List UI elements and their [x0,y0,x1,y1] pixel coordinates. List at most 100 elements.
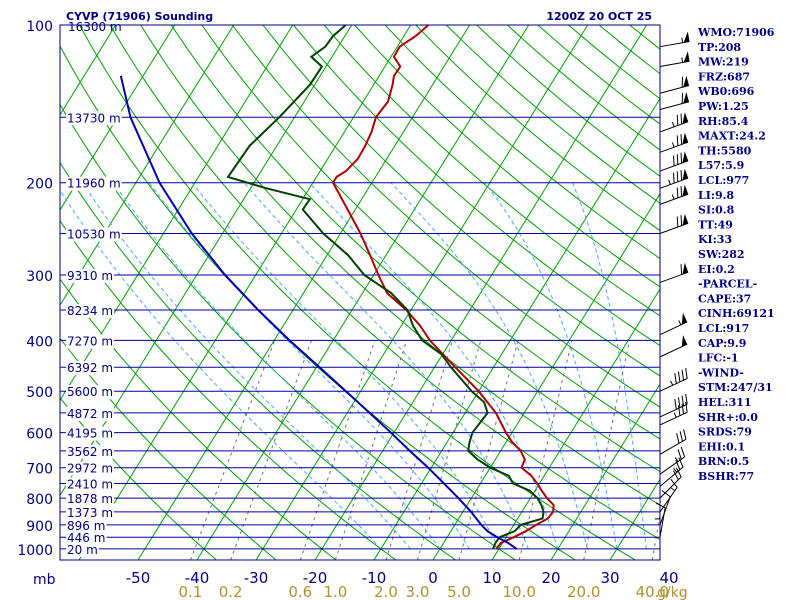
wind-barb [659,51,690,67]
mixing-ratio-line [458,340,519,560]
chart-title-left: CYVP (71906) Sounding [66,10,213,23]
stat-line: WB0:696 [697,85,755,98]
stat-line: MW:219 [698,56,749,69]
moist-adiabat-line [309,182,559,550]
wind-barb [659,112,689,133]
height-label: 5600 m [67,385,113,399]
isotherm-line [196,25,530,560]
moist-adiabat-line [191,182,500,550]
temperature-trace [331,25,555,550]
wind-barb [659,184,689,205]
stat-line: FRZ:687 [698,70,750,83]
height-label-background [66,477,115,492]
mixing-ratio-tick-label: 0.2 [219,583,243,600]
pressure-tick-label: 100 [26,19,53,35]
mixing-ratio-tick-label: 2.0 [374,583,398,600]
stat-line: LCL:977 [698,174,749,187]
isotherm-line [255,25,589,560]
pressure-tick-label: 500 [26,385,53,401]
height-label: 446 m [67,531,105,545]
pressure-unit-label: mb [33,572,56,588]
stat-line: TT:49 [698,218,733,231]
temperature-tick-label: 30 [600,569,619,587]
stat-line: LCL:917 [698,322,749,335]
wind-barb [659,467,682,499]
height-label-background [66,304,115,319]
wind-barb [659,478,678,513]
height-label-background [66,461,115,476]
wind-barb [659,31,690,48]
height-label-background [66,334,115,349]
wind-barb [659,262,689,283]
moist-adiabat-line [82,182,411,550]
isotherm-line [78,25,412,560]
wind-barb [659,75,690,94]
mixing-ratio-tick-label: 5.0 [447,583,471,600]
height-label-background [66,542,99,557]
stat-line: BSHR:77 [698,470,754,483]
mixing-ratio-tick-label: 0.6 [288,583,312,600]
mixing-ratio-line [651,512,660,560]
wind-barb [659,312,688,336]
stat-line: PW:1.25 [698,100,749,113]
moist-adiabat-line [243,182,529,550]
height-label: 1878 m [67,492,113,506]
dry-adiabat-line [60,278,337,560]
height-label: 4872 m [67,407,113,421]
height-label-background [66,444,115,459]
sounding-traces [119,25,555,550]
wind-barb [659,213,689,234]
mixing-ratio-tick-label: 20.0 [567,583,600,600]
mixing-ratio-line [189,340,276,560]
pressure-tick-label: 300 [26,269,53,285]
temperature-tick-label: 0 [428,569,438,587]
height-label-background [66,505,115,520]
mixing-ratio-line [583,340,630,560]
mixing-ratio-lines [189,340,660,560]
temperature-tick-label: -20 [303,569,328,587]
mixing-ratio-tick-label: 10.0 [502,583,535,600]
height-label-background [66,361,115,376]
dry-adiabat-line [60,397,217,560]
height-label-background [66,385,115,400]
wind-barb [659,92,690,111]
height-label-background [66,492,115,507]
height-label: 6392 m [67,361,113,375]
plot-frame [59,24,661,561]
temperature-tick-label: -40 [185,569,210,587]
height-label: 7270 m [67,334,113,348]
height-label-background [66,111,122,126]
stat-line: HEL:311 [698,396,752,409]
temperature-tick-label: 40 [659,569,678,587]
dry-adiabat-line [384,25,660,260]
isotherm-line [314,25,648,560]
stat-line: STM:247/31 [698,381,773,394]
pressure-tick-label: 900 [26,519,53,535]
height-label: 20 m [67,543,98,557]
temperature-tick-label: 20 [541,569,560,587]
height-label-background [66,176,122,191]
mixing-ratio-tick-label: 0.1 [179,583,203,600]
pressure-tick-label: 400 [26,334,53,350]
mixing-ratio-tick-label: 1.0 [323,583,347,600]
stat-line: SHR+:0.0 [698,411,758,424]
stat-line: -WIND- [698,366,744,379]
stat-line: TP:208 [698,41,741,54]
dry-adiabat-line [262,25,660,377]
pressure-tick-label: 800 [26,492,53,508]
pressure-tick-label: 1000 [17,543,53,559]
temperature-tick-label: 10 [482,569,501,587]
stat-line: EHI:0.1 [698,440,745,453]
height-label-background [66,268,115,283]
wind-barb [659,446,686,475]
wind-barb [655,502,666,538]
height-label-background [66,406,115,421]
pressure-tick-label: 200 [26,177,53,193]
stat-line: WMO:71906 [697,26,775,39]
dry-adiabat-line [60,103,516,560]
stat-line: CAPE:37 [698,292,751,305]
dry-adiabat-line [323,25,660,317]
